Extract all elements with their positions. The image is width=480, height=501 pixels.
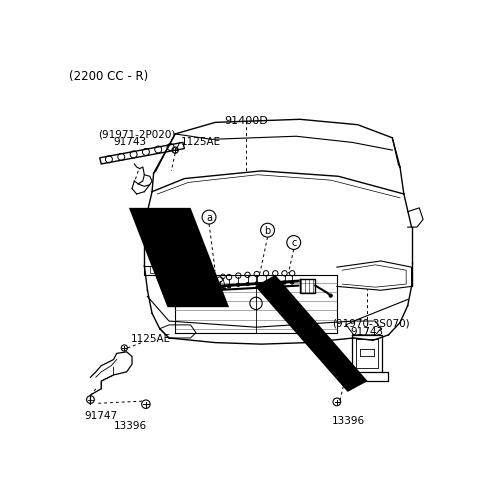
Circle shape (246, 283, 249, 286)
Circle shape (237, 284, 240, 287)
Text: 13396: 13396 (114, 420, 147, 430)
Polygon shape (255, 275, 368, 392)
Text: 1125AE: 1125AE (131, 333, 170, 343)
Text: (2200 CC - R): (2200 CC - R) (69, 70, 148, 83)
Circle shape (274, 282, 277, 285)
Circle shape (207, 289, 211, 292)
Circle shape (218, 288, 221, 291)
Text: (91970-3S070): (91970-3S070) (332, 318, 410, 328)
Text: 91743: 91743 (350, 327, 383, 337)
Text: b: b (264, 226, 271, 235)
Circle shape (264, 282, 267, 285)
Circle shape (283, 282, 286, 285)
Text: 1125AE: 1125AE (180, 137, 221, 147)
Circle shape (255, 282, 258, 285)
Text: c: c (291, 238, 297, 248)
Polygon shape (129, 208, 229, 308)
Text: a: a (206, 212, 212, 222)
Circle shape (228, 285, 230, 289)
Circle shape (291, 282, 294, 285)
Text: 91400D: 91400D (224, 115, 268, 125)
Text: 91747: 91747 (84, 410, 118, 420)
Text: 91743: 91743 (114, 137, 147, 147)
Circle shape (203, 293, 206, 296)
Text: (91971-2P020): (91971-2P020) (98, 129, 176, 139)
Text: 13396: 13396 (332, 415, 365, 425)
Circle shape (329, 295, 332, 298)
